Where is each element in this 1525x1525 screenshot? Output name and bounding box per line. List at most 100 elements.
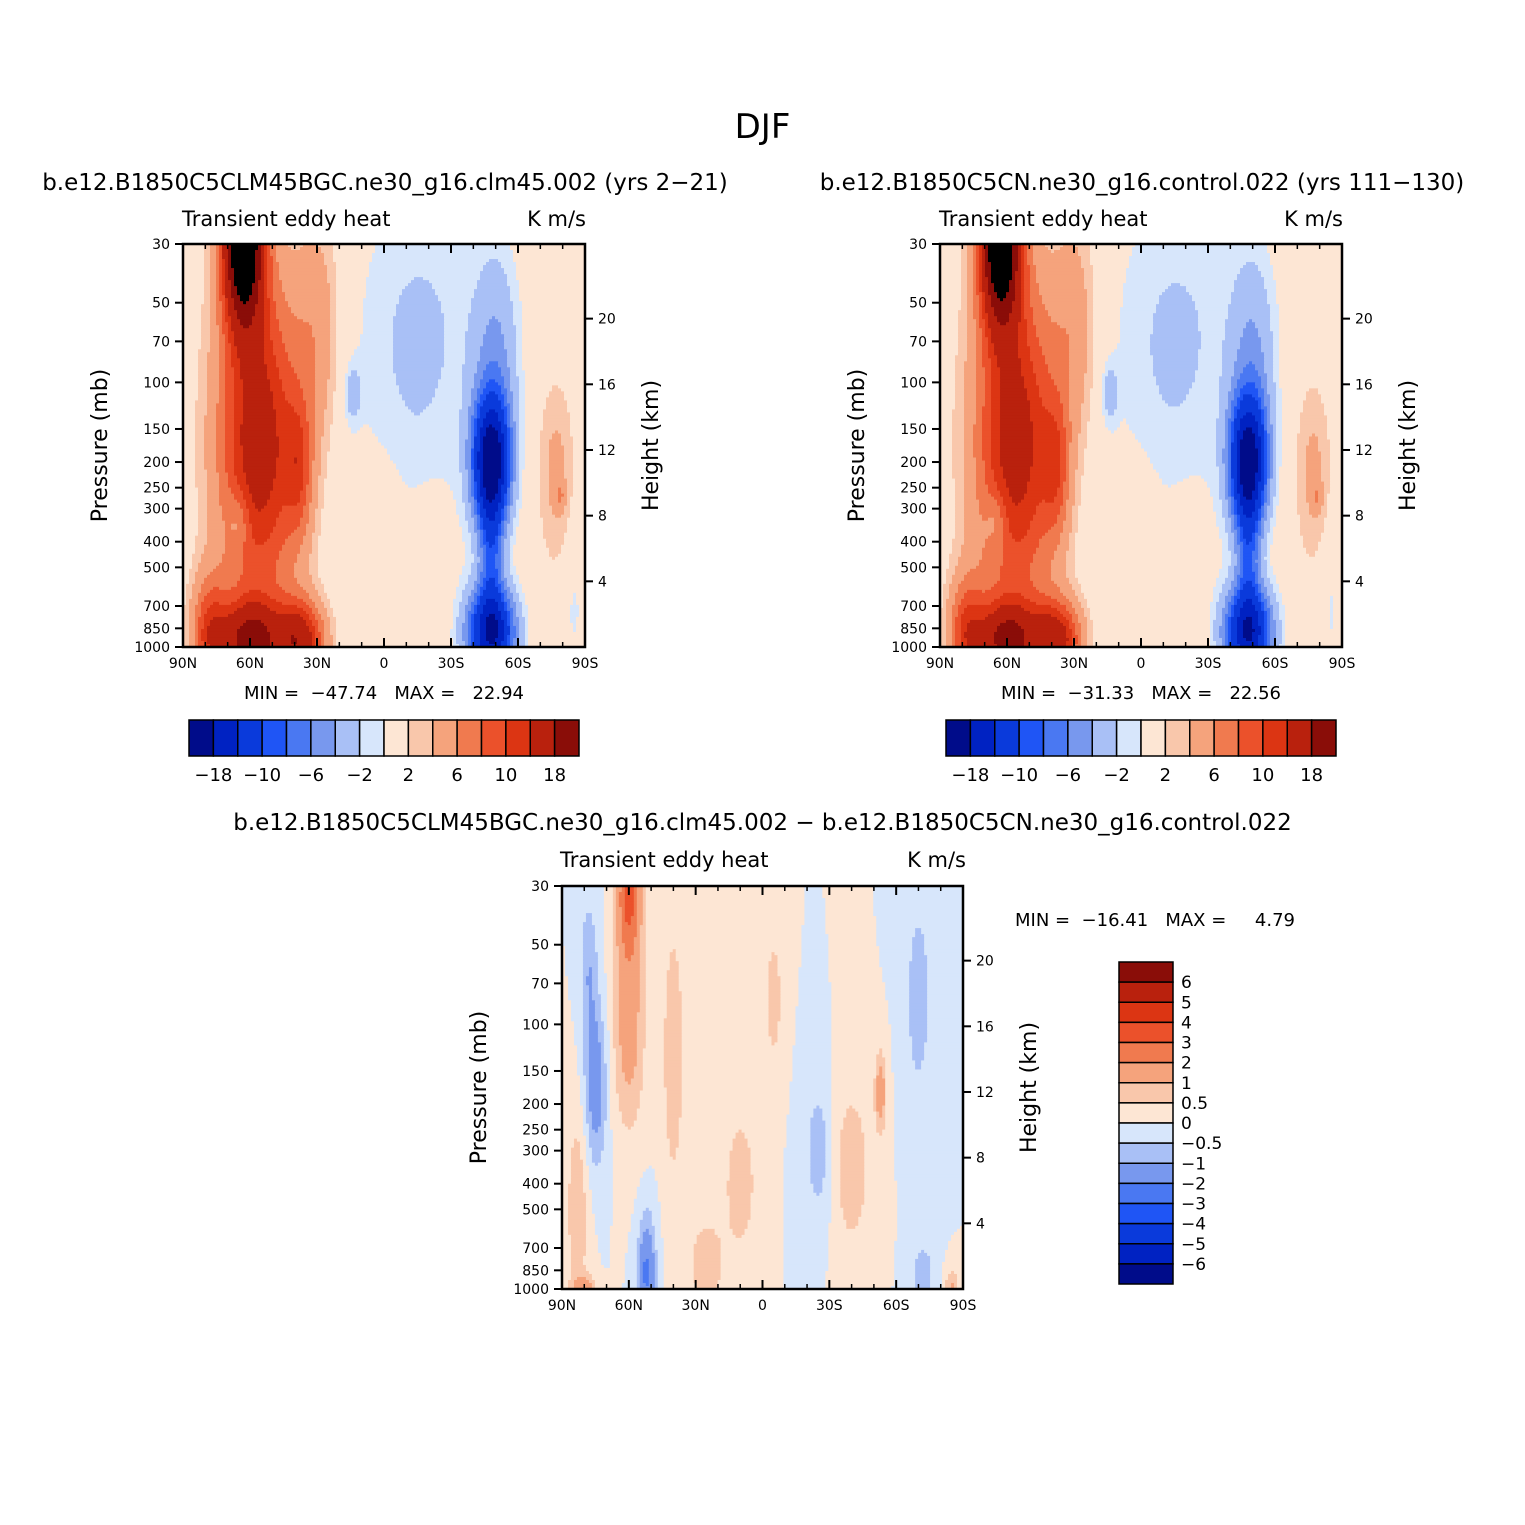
heatmap-cell <box>273 343 286 347</box>
heatmap-cell <box>471 442 475 447</box>
heatmap-cell <box>471 565 478 570</box>
heatmap-cell <box>228 484 241 489</box>
heatmap-cell <box>291 637 298 642</box>
heatmap-cell <box>510 535 517 540</box>
heatmap-cell <box>1120 325 1154 329</box>
heatmap-cell <box>225 415 235 420</box>
heatmap-cell <box>519 616 526 621</box>
heatmap-cell <box>210 283 217 287</box>
heatmap-cell <box>471 544 478 549</box>
heatmap-cell <box>207 529 226 534</box>
heatmap-cell <box>1270 259 1343 263</box>
heatmap-cell <box>1081 262 1091 266</box>
heatmap-cell <box>231 487 241 492</box>
heatmap-cell <box>219 268 223 272</box>
heatmap-cell <box>336 262 370 266</box>
heatmap-cell <box>570 502 586 507</box>
heatmap-cell <box>483 520 502 525</box>
heatmap-cell <box>324 424 331 429</box>
heatmap-cell <box>486 508 499 513</box>
heatmap-cell <box>477 604 484 609</box>
heatmap-cell <box>207 592 244 597</box>
heatmap-cell <box>225 382 235 386</box>
heatmap-cell <box>483 424 490 429</box>
heatmap-cell <box>396 307 442 311</box>
heatmap-cell <box>979 256 983 260</box>
heatmap-cell <box>468 598 475 603</box>
heatmap-cell <box>321 508 457 513</box>
heatmap-cell <box>486 616 496 621</box>
heatmap-cell <box>204 286 211 290</box>
heatmap-cell <box>570 610 580 615</box>
heatmap-cell <box>1234 280 1265 284</box>
heatmap-cell <box>480 520 484 525</box>
heatmap-cell <box>1279 319 1343 323</box>
heatmap-cell <box>474 379 481 383</box>
heatmap-cell <box>210 271 217 275</box>
heatmap-cell <box>261 259 265 263</box>
heatmap-cell <box>300 421 310 426</box>
heatmap-cell <box>198 487 208 492</box>
heatmap-cell <box>363 331 394 335</box>
heatmap-cell <box>318 481 325 486</box>
heatmap-cell <box>231 256 256 260</box>
heatmap-cell <box>189 619 196 624</box>
heatmap-cell <box>258 298 265 302</box>
heatmap-cell <box>549 475 565 480</box>
heatmap-cell <box>279 445 304 450</box>
heatmap-cell <box>564 538 586 543</box>
heatmap-cell <box>540 499 550 504</box>
heatmap-cell <box>471 637 475 642</box>
heatmap-cell <box>498 547 502 552</box>
heatmap-cell <box>498 487 502 492</box>
heatmap-cell <box>1018 250 1022 254</box>
heatmap-cell <box>225 280 232 284</box>
heatmap-cell <box>513 619 520 624</box>
heatmap-cell <box>985 295 992 299</box>
heatmap-cell <box>1036 331 1067 335</box>
heatmap-cell <box>309 421 316 426</box>
heatmap-cell <box>336 634 451 639</box>
heatmap-cell <box>315 457 322 462</box>
heatmap-cell <box>474 403 478 408</box>
heatmap-cell <box>438 382 463 386</box>
heatmap-cell <box>958 334 968 338</box>
heatmap-cell <box>516 352 523 356</box>
heatmap-cell <box>315 412 325 417</box>
heatmap-cell <box>309 613 316 618</box>
heatmap-cell <box>240 484 250 489</box>
heatmap-cell <box>273 397 286 401</box>
heatmap-cell <box>183 460 196 465</box>
heatmap-cell <box>237 289 253 293</box>
heatmap-cell <box>510 511 517 516</box>
heatmap-cell <box>940 307 962 311</box>
heatmap-cell <box>967 337 977 341</box>
heatmap-cell <box>976 268 980 272</box>
heatmap-cell <box>561 487 568 492</box>
heatmap-cell <box>507 472 511 477</box>
heatmap-cell <box>540 454 550 459</box>
heatmap-cell <box>345 415 460 420</box>
heatmap-cell <box>988 313 995 317</box>
heatmap-cell <box>315 346 331 350</box>
heatmap-cell <box>219 391 226 395</box>
heatmap-cell <box>528 607 571 612</box>
heatmap-cell <box>294 634 313 639</box>
heatmap-cell <box>1027 244 1034 248</box>
heatmap-cell <box>477 541 481 546</box>
heatmap-cell <box>183 349 199 353</box>
heatmap-cell <box>327 475 403 480</box>
heatmap-cell <box>994 343 1019 347</box>
heatmap-cell <box>276 310 292 314</box>
heatmap-cell <box>465 346 481 350</box>
heatmap-cell <box>973 247 977 251</box>
heatmap-cell <box>471 550 478 555</box>
heatmap-cell <box>360 337 394 341</box>
heatmap-cell <box>1231 301 1268 305</box>
heatmap-cell <box>282 340 316 344</box>
heatmap-cell <box>1201 334 1226 338</box>
heatmap-cell <box>967 325 977 329</box>
heatmap-cell <box>399 298 439 302</box>
heatmap-cell <box>219 382 226 386</box>
heatmap-cell <box>513 466 517 471</box>
